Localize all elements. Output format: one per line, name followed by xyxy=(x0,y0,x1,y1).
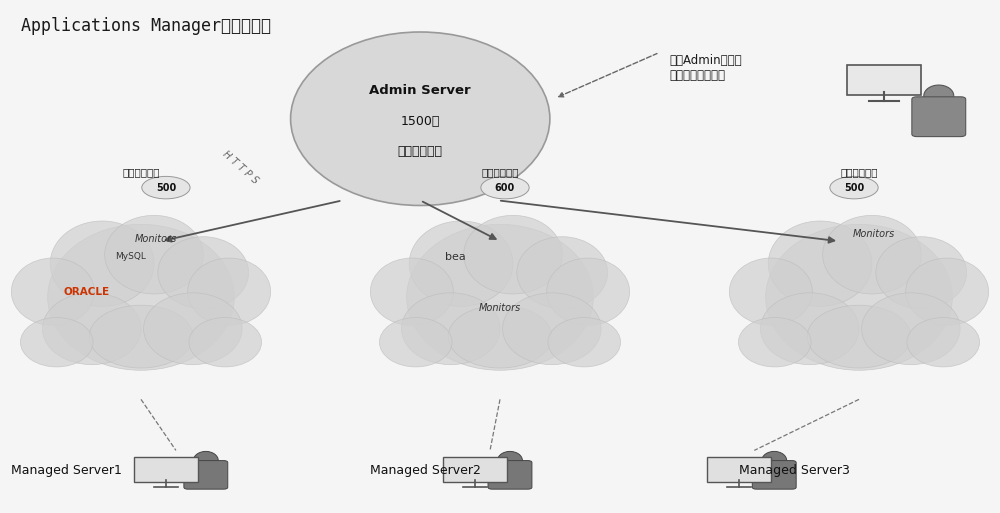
Text: Monitors: Monitors xyxy=(853,228,895,239)
Ellipse shape xyxy=(448,305,552,368)
Ellipse shape xyxy=(409,221,513,306)
Text: 1500个: 1500个 xyxy=(401,115,440,128)
Ellipse shape xyxy=(548,318,621,367)
Ellipse shape xyxy=(762,451,787,470)
FancyBboxPatch shape xyxy=(134,457,198,482)
Ellipse shape xyxy=(729,258,812,325)
Ellipse shape xyxy=(738,318,811,367)
FancyBboxPatch shape xyxy=(847,65,921,95)
Text: 500: 500 xyxy=(844,183,864,192)
Ellipse shape xyxy=(547,258,630,325)
Ellipse shape xyxy=(876,236,967,308)
Text: Admin Server: Admin Server xyxy=(369,84,471,97)
Ellipse shape xyxy=(379,318,452,367)
Ellipse shape xyxy=(760,293,859,365)
Ellipse shape xyxy=(291,32,550,206)
Ellipse shape xyxy=(503,293,601,365)
Ellipse shape xyxy=(517,236,608,308)
FancyBboxPatch shape xyxy=(488,461,532,489)
Ellipse shape xyxy=(401,293,500,365)
Text: bea: bea xyxy=(445,251,466,262)
Text: 待监控的资源: 待监控的资源 xyxy=(481,167,519,177)
Ellipse shape xyxy=(498,451,522,470)
Ellipse shape xyxy=(407,224,593,370)
Ellipse shape xyxy=(105,215,203,294)
Text: Managed Server3: Managed Server3 xyxy=(739,464,850,477)
Ellipse shape xyxy=(862,293,960,365)
Ellipse shape xyxy=(42,293,141,365)
FancyBboxPatch shape xyxy=(752,461,796,489)
Ellipse shape xyxy=(370,258,453,325)
Text: Monitors: Monitors xyxy=(479,303,521,312)
FancyBboxPatch shape xyxy=(443,457,507,482)
Text: Monitors: Monitors xyxy=(135,233,177,244)
Ellipse shape xyxy=(464,215,562,294)
FancyBboxPatch shape xyxy=(184,461,228,489)
Ellipse shape xyxy=(11,258,94,325)
Text: Managed Server2: Managed Server2 xyxy=(370,464,481,477)
Ellipse shape xyxy=(924,85,954,107)
Ellipse shape xyxy=(830,176,878,199)
Text: Managed Server1: Managed Server1 xyxy=(11,464,122,477)
FancyBboxPatch shape xyxy=(912,97,966,136)
Ellipse shape xyxy=(906,258,989,325)
Ellipse shape xyxy=(768,221,872,306)
Ellipse shape xyxy=(481,176,529,199)
Ellipse shape xyxy=(193,451,218,470)
Text: Applications Manager分布式结构: Applications Manager分布式结构 xyxy=(21,17,271,35)
Text: ORACLE: ORACLE xyxy=(63,287,109,297)
Text: 待监控的资源: 待监控的资源 xyxy=(122,167,160,177)
Text: MySQL: MySQL xyxy=(116,252,146,261)
Ellipse shape xyxy=(48,224,234,370)
Ellipse shape xyxy=(189,318,262,367)
Ellipse shape xyxy=(158,236,249,308)
Ellipse shape xyxy=(907,318,980,367)
FancyBboxPatch shape xyxy=(707,457,771,482)
Ellipse shape xyxy=(20,318,93,367)
Ellipse shape xyxy=(142,176,190,199)
Ellipse shape xyxy=(766,224,952,370)
Ellipse shape xyxy=(188,258,271,325)
Ellipse shape xyxy=(807,305,911,368)
Text: 500: 500 xyxy=(156,183,176,192)
Ellipse shape xyxy=(823,215,921,294)
Text: 待监控的资源: 待监控的资源 xyxy=(398,145,443,159)
Ellipse shape xyxy=(144,293,242,365)
Text: 通过Admin网络平
台查看报告和数据: 通过Admin网络平 台查看报告和数据 xyxy=(670,54,742,82)
Ellipse shape xyxy=(50,221,154,306)
Text: 待监控的资源: 待监控的资源 xyxy=(840,167,878,177)
Text: 600: 600 xyxy=(495,183,515,192)
Text: H T T P S: H T T P S xyxy=(221,149,260,186)
Ellipse shape xyxy=(89,305,193,368)
